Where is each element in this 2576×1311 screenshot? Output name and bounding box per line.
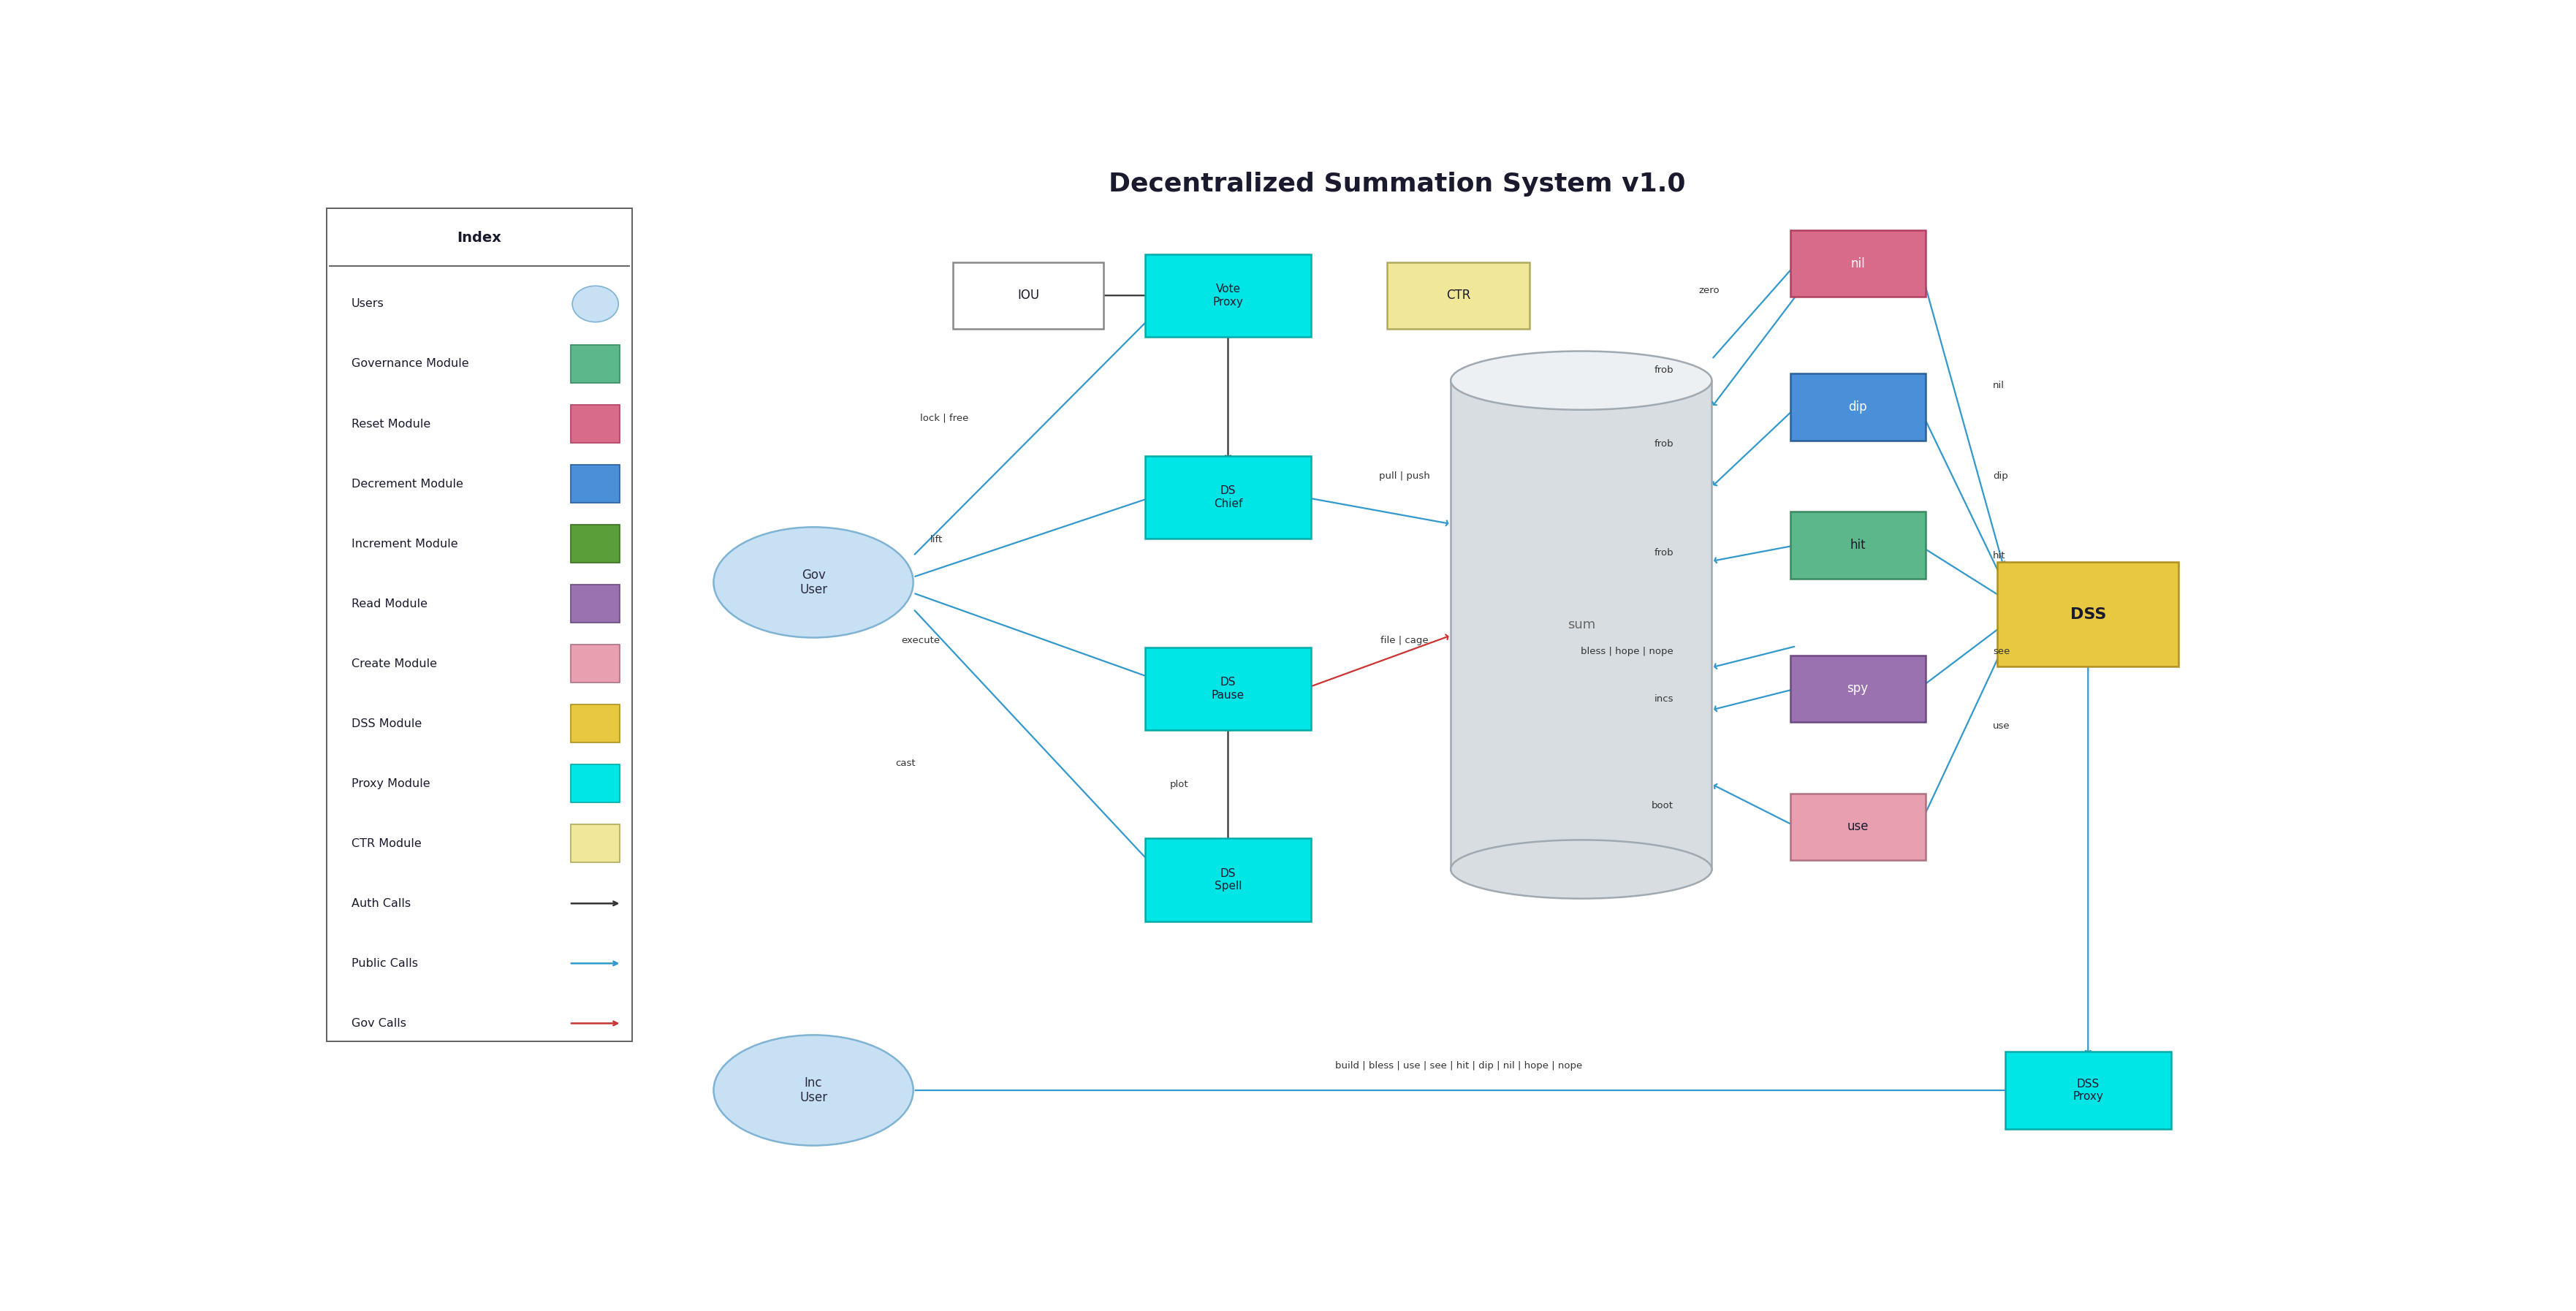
Text: use: use	[1847, 821, 1868, 834]
Text: Increment Module: Increment Module	[350, 539, 459, 549]
Text: boot: boot	[1651, 801, 1674, 810]
FancyBboxPatch shape	[1146, 648, 1311, 730]
Text: pull | push: pull | push	[1378, 472, 1430, 481]
Text: Decrement Module: Decrement Module	[350, 479, 464, 489]
Text: Reset Module: Reset Module	[350, 418, 430, 429]
FancyBboxPatch shape	[572, 345, 621, 383]
Text: hit: hit	[1850, 539, 1865, 552]
Text: Read Module: Read Module	[350, 598, 428, 610]
Text: sum: sum	[1566, 619, 1595, 632]
Text: Gov
User: Gov User	[799, 568, 827, 597]
Text: Governance Module: Governance Module	[350, 358, 469, 370]
Text: bless | hope | nope: bless | hope | nope	[1582, 646, 1674, 657]
Text: plot: plot	[1170, 780, 1188, 789]
FancyBboxPatch shape	[572, 764, 621, 802]
Text: DSS: DSS	[2071, 607, 2107, 621]
FancyBboxPatch shape	[1386, 262, 1530, 329]
Text: Users: Users	[350, 299, 384, 309]
Ellipse shape	[714, 527, 914, 637]
Text: frob: frob	[1654, 364, 1674, 375]
Text: DS
Chief: DS Chief	[1213, 485, 1242, 509]
Text: incs: incs	[1654, 695, 1674, 704]
FancyBboxPatch shape	[1790, 511, 1924, 578]
Text: frob: frob	[1654, 439, 1674, 448]
Text: CTR: CTR	[1445, 288, 1471, 302]
Text: CTR Module: CTR Module	[350, 838, 420, 850]
Text: DS
Spell: DS Spell	[1213, 868, 1242, 891]
FancyBboxPatch shape	[572, 585, 621, 623]
Text: see: see	[1994, 646, 2009, 657]
Text: lift: lift	[930, 535, 943, 544]
FancyBboxPatch shape	[1790, 374, 1924, 440]
FancyBboxPatch shape	[2004, 1051, 2172, 1129]
FancyBboxPatch shape	[1790, 656, 1924, 722]
Text: Auth Calls: Auth Calls	[350, 898, 410, 909]
FancyBboxPatch shape	[572, 704, 621, 743]
Text: zero: zero	[1698, 286, 1721, 295]
Text: Decentralized Summation System v1.0: Decentralized Summation System v1.0	[1108, 172, 1685, 197]
FancyBboxPatch shape	[1146, 839, 1311, 922]
Text: Inc
User: Inc User	[799, 1076, 827, 1104]
FancyBboxPatch shape	[572, 825, 621, 863]
Text: Gov Calls: Gov Calls	[350, 1017, 407, 1029]
Text: DSS Module: DSS Module	[350, 718, 422, 729]
Text: dip: dip	[1994, 472, 2009, 481]
FancyBboxPatch shape	[1790, 793, 1924, 860]
Text: hit: hit	[1994, 551, 2007, 561]
Text: Create Module: Create Module	[350, 658, 438, 669]
FancyBboxPatch shape	[572, 524, 621, 562]
Text: cast: cast	[896, 758, 914, 768]
Text: file | cage: file | cage	[1381, 636, 1430, 645]
FancyBboxPatch shape	[327, 208, 631, 1041]
FancyBboxPatch shape	[572, 464, 621, 503]
Text: Public Calls: Public Calls	[350, 958, 417, 969]
Text: execute: execute	[902, 636, 940, 645]
Text: build | bless | use | see | hit | dip | nil | hope | nope: build | bless | use | see | hit | dip | …	[1334, 1061, 1582, 1071]
FancyBboxPatch shape	[572, 645, 621, 683]
FancyBboxPatch shape	[1996, 562, 2179, 666]
FancyBboxPatch shape	[572, 405, 621, 443]
Ellipse shape	[572, 286, 618, 323]
Text: Proxy Module: Proxy Module	[350, 777, 430, 789]
Text: frob: frob	[1654, 548, 1674, 557]
FancyBboxPatch shape	[1146, 456, 1311, 539]
Ellipse shape	[1450, 351, 1713, 410]
Text: nil: nil	[1850, 257, 1865, 270]
Text: use: use	[1994, 721, 2009, 730]
Text: Index: Index	[456, 231, 502, 245]
Text: dip: dip	[1850, 400, 1868, 413]
Ellipse shape	[714, 1034, 914, 1146]
Text: nil: nil	[1994, 382, 2004, 391]
FancyBboxPatch shape	[1790, 231, 1924, 298]
Text: DS
Pause: DS Pause	[1211, 676, 1244, 700]
Text: Vote
Proxy: Vote Proxy	[1213, 283, 1244, 307]
Text: lock | free: lock | free	[920, 413, 969, 422]
FancyBboxPatch shape	[1450, 380, 1713, 869]
Ellipse shape	[1450, 840, 1713, 898]
FancyBboxPatch shape	[1146, 254, 1311, 337]
FancyBboxPatch shape	[953, 262, 1103, 329]
Text: DSS
Proxy: DSS Proxy	[2074, 1079, 2105, 1103]
Text: IOU: IOU	[1018, 288, 1041, 302]
Text: spy: spy	[1847, 682, 1868, 695]
